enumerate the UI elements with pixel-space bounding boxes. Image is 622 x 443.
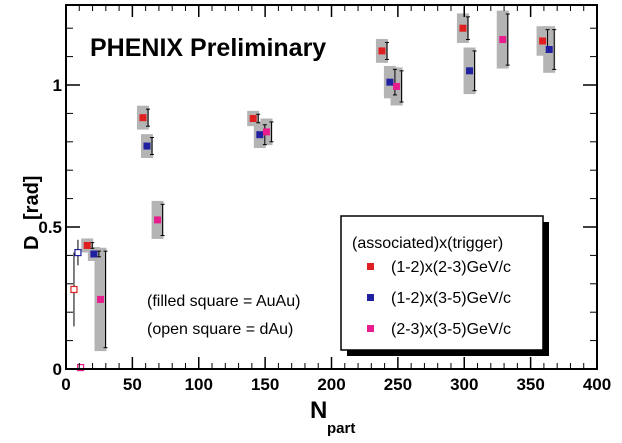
x-axis-title-sub: part (327, 420, 355, 437)
marker-auau-s1-p5 (545, 46, 553, 53)
x-tick-label-1: 50 (123, 375, 142, 394)
y-axis-title-unit: [rad] (21, 176, 43, 220)
marker-auau-s1-p1 (143, 142, 151, 150)
y-tick-label-1: 0.5 (38, 218, 62, 237)
legend-marker-0 (367, 263, 374, 270)
x-tick-label-6: 300 (450, 375, 478, 394)
marker-dau-s1-p0 (74, 248, 82, 257)
marker-dau-s0-p0 (70, 285, 78, 294)
x-tick-label-3: 150 (251, 375, 279, 394)
x-axis-title-main: N (310, 397, 327, 424)
y-tick-label-0: 0 (53, 360, 62, 379)
axis-ticks (65, 5, 598, 370)
legend-marker-1 (367, 294, 374, 301)
legend: (associated)x(trigger) (1-2)x(2-3)GeV/c … (340, 215, 549, 356)
legend-label-2: (2-3)x(3-5)GeV/c (391, 321, 511, 338)
marker-auau-s2-p0 (97, 295, 105, 303)
marker-auau-s1-p2 (256, 131, 264, 139)
tick-labels: 0 50 100 150 200 250 300 350 400 0 0.5 1 (38, 76, 611, 394)
marker-auau-s0-p3 (378, 47, 386, 55)
marker-auau-s2-p1 (154, 216, 162, 224)
y-axis-title: D [rad] (21, 176, 43, 250)
x-tick-label-4: 200 (317, 375, 345, 394)
x-tick-label-2: 100 (185, 375, 213, 394)
x-tick-label-5: 250 (384, 375, 412, 394)
legend-marker-2 (367, 325, 374, 332)
marker-auau-s0-p1 (139, 114, 147, 122)
x-tick-label-8: 400 (583, 375, 611, 394)
legend-title: (associated)x(trigger) (352, 235, 503, 252)
y-axis-title-main: D (21, 236, 43, 250)
x-tick-label-7: 350 (516, 375, 544, 394)
error-bars (73, 13, 557, 349)
markers (70, 24, 553, 372)
marker-auau-s0-p4 (459, 24, 467, 32)
note-open: (open square = dAu) (147, 321, 293, 338)
marker-auau-s1-p3 (386, 78, 394, 86)
y-tick-label-2: 1 (53, 76, 62, 95)
legend-box (340, 215, 544, 351)
marker-auau-s0-p5 (539, 37, 547, 45)
x-axis-title: N part (310, 397, 355, 437)
chart-title: PHENIX Preliminary (90, 34, 326, 62)
legend-label-1: (1-2)x(3-5)GeV/c (391, 290, 511, 307)
marker-auau-s1-p0 (90, 250, 98, 258)
x-tick-label-0: 0 (61, 375, 70, 394)
note-filled: (filled square = AuAu) (147, 293, 300, 310)
marker-dau-s2-p0 (77, 363, 85, 372)
marker-auau-s0-p2 (249, 115, 257, 123)
marker-auau-s0-p0 (83, 241, 91, 249)
marker-auau-s2-p2 (262, 128, 270, 136)
marker-auau-s2-p4 (499, 36, 507, 44)
marker-auau-s2-p3 (393, 82, 401, 90)
legend-label-0: (1-2)x(2-3)GeV/c (391, 259, 511, 276)
marker-auau-s1-p4 (466, 67, 474, 75)
